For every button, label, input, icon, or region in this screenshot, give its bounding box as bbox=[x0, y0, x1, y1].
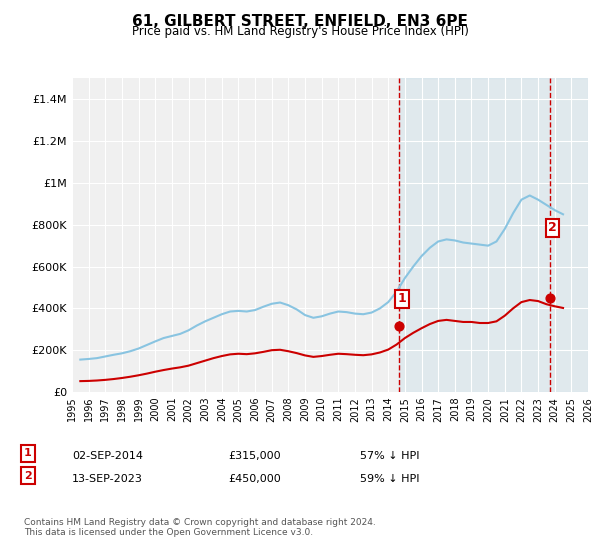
Text: 13-SEP-2023: 13-SEP-2023 bbox=[72, 474, 143, 484]
Text: Contains HM Land Registry data © Crown copyright and database right 2024.
This d: Contains HM Land Registry data © Crown c… bbox=[24, 518, 376, 538]
Text: 2: 2 bbox=[548, 221, 557, 234]
Text: £450,000: £450,000 bbox=[228, 474, 281, 484]
Text: Price paid vs. HM Land Registry's House Price Index (HPI): Price paid vs. HM Land Registry's House … bbox=[131, 25, 469, 38]
Point bbox=[395, 321, 404, 330]
Point bbox=[545, 293, 554, 302]
Text: 2: 2 bbox=[24, 471, 32, 481]
Text: 59% ↓ HPI: 59% ↓ HPI bbox=[360, 474, 419, 484]
Text: 61, GILBERT STREET, ENFIELD, EN3 6PE: 61, GILBERT STREET, ENFIELD, EN3 6PE bbox=[132, 14, 468, 29]
Bar bbox=[400, 78, 588, 392]
Text: £315,000: £315,000 bbox=[228, 451, 281, 461]
Text: 02-SEP-2014: 02-SEP-2014 bbox=[72, 451, 143, 461]
Text: 1: 1 bbox=[24, 449, 32, 459]
Text: 57% ↓ HPI: 57% ↓ HPI bbox=[360, 451, 419, 461]
Text: 1: 1 bbox=[398, 292, 406, 305]
